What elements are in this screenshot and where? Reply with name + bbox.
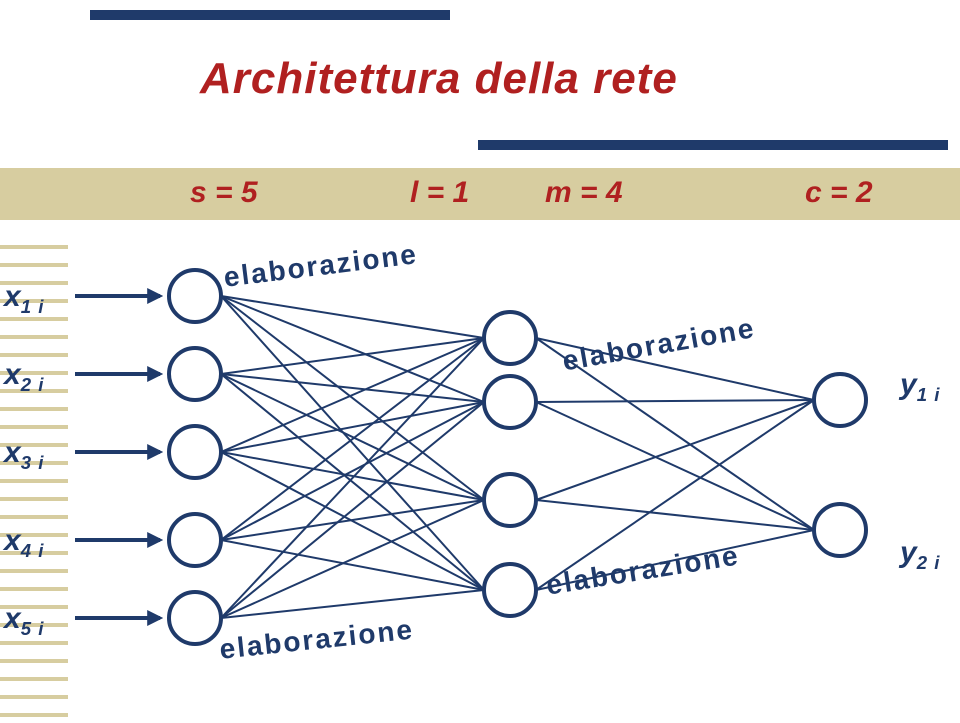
input-label-1: x1 i [4, 280, 44, 314]
stripe [0, 335, 68, 339]
input-label-2: x2 i [4, 358, 44, 392]
stripe [0, 353, 68, 357]
stripe [0, 641, 68, 645]
param-0: s = 5 [190, 176, 258, 210]
slide-title: Architettura della rete [200, 54, 678, 104]
stripe [0, 515, 68, 519]
stripe [0, 677, 68, 681]
elaborazione-label-2: elaborazione [560, 312, 758, 377]
elaborazione-label-4: elaborazione [544, 539, 742, 601]
stripe [0, 407, 68, 411]
stripe [0, 317, 68, 321]
accent-bar-0 [90, 10, 450, 20]
stripe [0, 263, 68, 267]
stripe [0, 245, 68, 249]
network-diagram [0, 0, 960, 723]
input-label-5: x5 i [4, 602, 44, 636]
param-3: c = 2 [805, 176, 873, 210]
stripe [0, 587, 68, 591]
param-2: m = 4 [545, 176, 623, 210]
accent-bar-1 [478, 140, 948, 150]
stripe [0, 569, 68, 573]
input-label-4: x4 i [4, 524, 44, 558]
elaborazione-label-1: elaborazione [222, 238, 420, 294]
stripe [0, 659, 68, 663]
output-label-1: y1 i [900, 368, 940, 402]
input-label-3: x3 i [4, 436, 44, 470]
param-1: l = 1 [410, 176, 469, 210]
stripe [0, 497, 68, 501]
stripe [0, 695, 68, 699]
output-label-2: y2 i [900, 536, 940, 570]
slide-root: { "title": { "text": "Architettura della… [0, 0, 960, 723]
stripe [0, 713, 68, 717]
elaborazione-label-3: elaborazione [218, 614, 415, 666]
stripe [0, 479, 68, 483]
stripe [0, 425, 68, 429]
